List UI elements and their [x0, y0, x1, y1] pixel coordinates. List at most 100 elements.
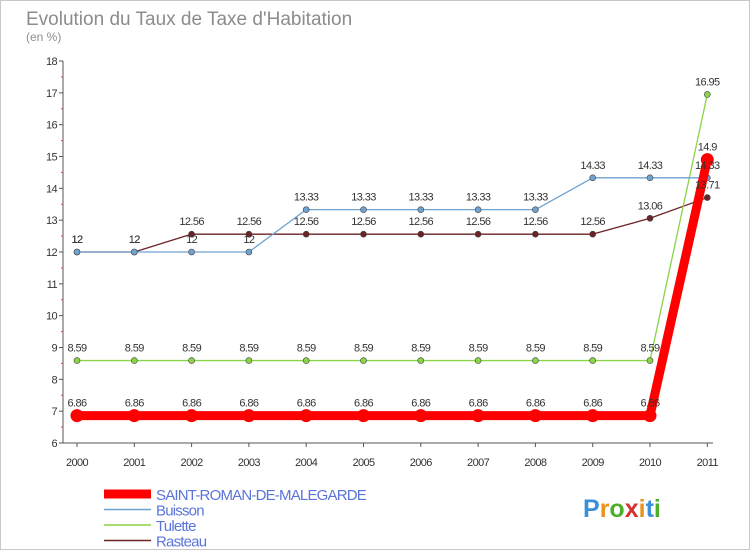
y-tick-label: 12 [46, 247, 58, 259]
data-label: 12.56 [466, 216, 491, 228]
data-label: 6.86 [583, 398, 602, 410]
legend-label: SAINT-ROMAN-DE-MALEGARDE [156, 487, 367, 504]
data-point [360, 230, 367, 238]
x-tick-label: 2008 [524, 457, 547, 469]
data-point [188, 248, 195, 256]
data-label: 12.56 [294, 216, 319, 228]
legend-label: Tulette [156, 518, 196, 535]
x-tick-label: 2011 [697, 457, 719, 469]
data-label: 13.33 [409, 192, 434, 204]
data-label: 8.59 [239, 343, 258, 355]
logo-letter: x [625, 495, 639, 523]
data-point [185, 409, 199, 423]
data-label: 6.86 [297, 398, 316, 410]
data-label: 14.33 [695, 160, 720, 172]
data-point [532, 230, 539, 238]
data-label: 6.86 [411, 398, 430, 410]
data-point [646, 174, 654, 182]
data-point [70, 409, 84, 423]
chart-title: Evolution du Taux de Taxe d'Habitation [26, 9, 352, 30]
data-label: 8.59 [583, 343, 602, 355]
x-tick-label: 2002 [181, 457, 204, 469]
data-point [417, 357, 425, 364]
data-point [127, 409, 141, 423]
data-point [360, 206, 367, 213]
data-label: 8.59 [640, 343, 659, 355]
data-label: 13.33 [294, 192, 319, 204]
data-point [360, 357, 367, 364]
data-point [471, 409, 485, 423]
data-label: 12.56 [351, 216, 376, 228]
x-tick-label: 2009 [582, 457, 605, 469]
x-tick-label: 2006 [410, 457, 433, 469]
data-label: 12 [186, 234, 198, 246]
data-label: 13.71 [695, 180, 720, 192]
data-label: 8.59 [125, 343, 144, 355]
logo-letter: t [646, 495, 655, 523]
x-tick-label: 2007 [467, 457, 490, 469]
data-label: 12 [129, 234, 141, 246]
data-point [589, 357, 597, 364]
data-label: 8.59 [469, 343, 488, 355]
data-label: 6.86 [640, 398, 659, 410]
data-point [646, 357, 654, 364]
data-point [188, 230, 195, 238]
data-point [245, 248, 253, 256]
data-point [302, 357, 310, 364]
data-point [532, 357, 539, 364]
data-point [643, 409, 657, 423]
y-tick-label: 15 [46, 152, 58, 164]
data-point [302, 230, 310, 238]
data-label: 12 [71, 234, 83, 246]
data-label: 6.86 [125, 398, 144, 410]
legend: SAINT-ROMAN-DE-MALEGARDEBuissonTuletteRa… [104, 487, 368, 550]
data-point [589, 230, 597, 238]
data-point [245, 357, 253, 364]
data-label: 6.86 [239, 398, 258, 410]
x-tick-label: 2004 [295, 457, 318, 469]
x-ticks: 2000 2001 2002 2003 2004 2005 2006 2007 2008 2009… [66, 443, 719, 469]
data-point [532, 206, 539, 213]
data-label: 14.9 [698, 142, 717, 154]
data-label: 6.86 [354, 398, 373, 410]
y-ticks: 6 7 8 9 10 11 12 13 14 15 16 17 18 [46, 56, 63, 450]
y-tick-label: 9 [51, 343, 57, 355]
series-layer [70, 91, 714, 423]
x-tick-label: 2010 [639, 457, 662, 469]
logo-letter: i [654, 495, 661, 523]
data-point [646, 214, 654, 222]
x-tick-label: 2005 [352, 457, 375, 469]
legend-label: Rasteau [156, 534, 207, 550]
data-label: 13.06 [638, 200, 663, 212]
data-label: 13.33 [351, 192, 376, 204]
data-point [73, 357, 81, 364]
data-label: 12.56 [523, 216, 548, 228]
data-point [417, 230, 425, 238]
series-line [76, 177, 708, 253]
data-point [73, 248, 81, 256]
data-point [703, 194, 711, 201]
data-label: 8.59 [182, 343, 201, 355]
y-tick-label: 13 [46, 215, 58, 227]
y-tick-label: 7 [51, 406, 57, 418]
y-tick-label: 16 [46, 120, 58, 132]
data-label: 8.59 [411, 343, 430, 355]
data-label: 12 [129, 234, 141, 246]
data-label: 8.59 [297, 343, 316, 355]
series-line [72, 155, 712, 421]
x-tick-label: 2001 [123, 457, 146, 469]
data-point [242, 409, 256, 423]
x-tick-label: 2000 [66, 457, 89, 469]
y-tick-label: 14 [46, 183, 58, 195]
data-label: 12 [243, 234, 255, 246]
data-point [245, 230, 253, 238]
data-label: 12.56 [409, 216, 434, 228]
data-point [700, 153, 714, 167]
data-point [131, 248, 138, 256]
data-label: 14.33 [580, 160, 605, 172]
data-point [474, 206, 482, 213]
data-point [417, 206, 425, 213]
data-point [131, 357, 138, 364]
